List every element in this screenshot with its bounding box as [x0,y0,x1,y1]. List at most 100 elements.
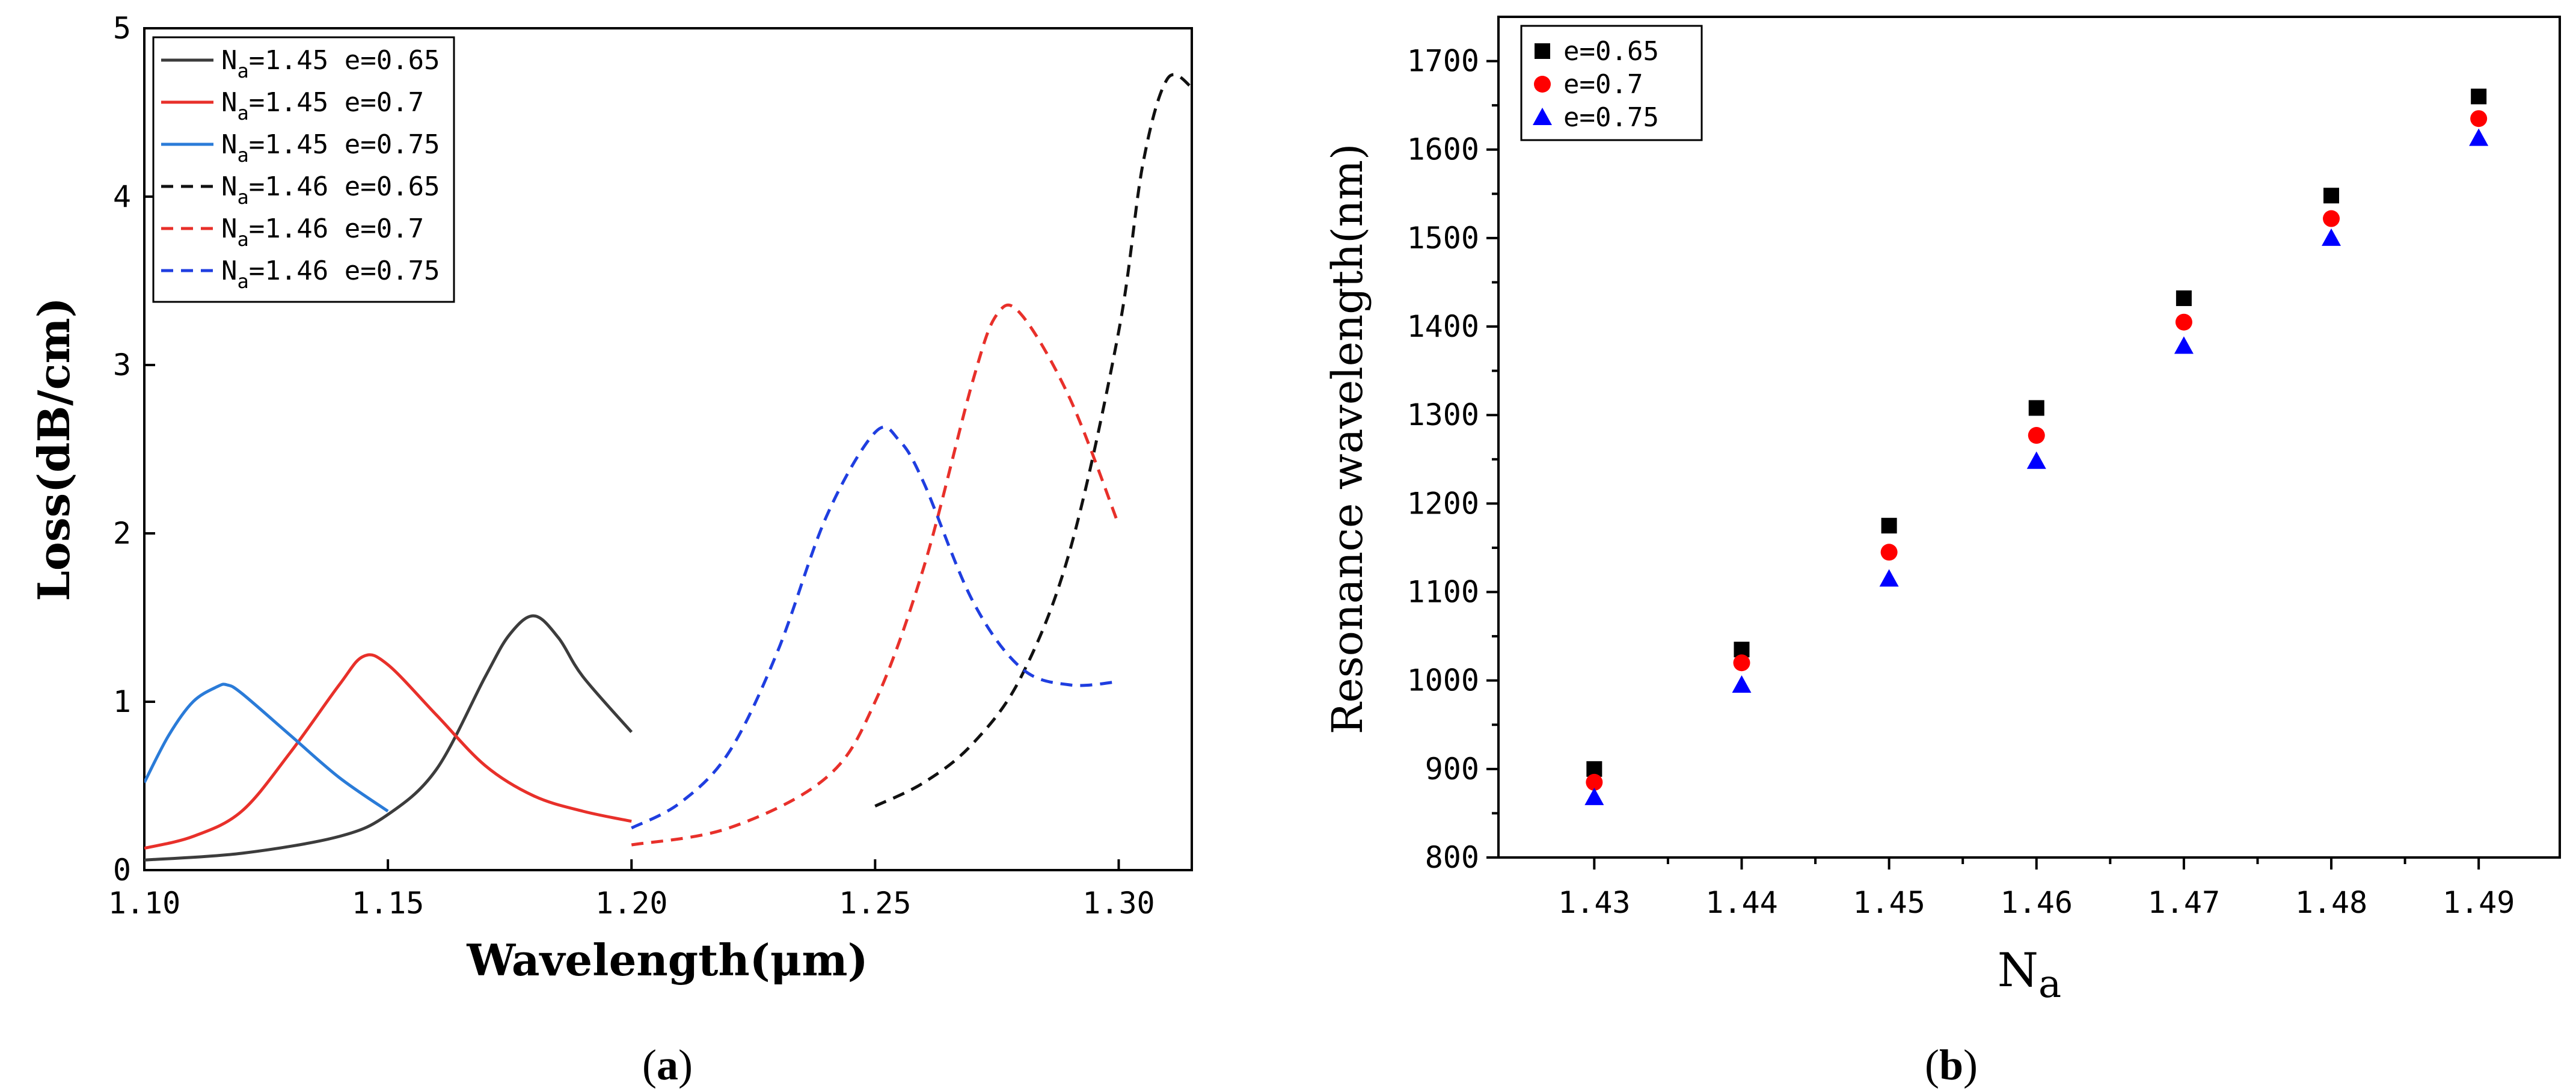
panel-a-legend-label-rest: =1.45 e=0.7 [249,87,424,118]
panel-a-x-ticks: 1.10 1.15 1.20 1.25 1.30 [108,859,1155,921]
panel-a-y-tick-label: 1 [113,684,131,719]
panel-b-point-triangle [2322,228,2341,246]
panel-a-legend-label-main: N [221,213,238,244]
panel-b-x-tick-label: 1.49 [2443,885,2515,920]
panel-a-x-tick-label: 1.10 [108,886,180,921]
panel-a-legend-label-sub: a [238,270,249,293]
panel-b-caption-open: ( [1925,1041,1939,1089]
panel-b-x-tick-label: 1.46 [2001,885,2073,920]
panel-a-x-tick-label: 1.20 [595,886,667,921]
panel-a-series-line-4 [874,73,1192,808]
panel-a-y-tick-label: 4 [113,179,131,214]
panel-b-x-tick-label: 1.45 [1853,885,1925,920]
panel-a-legend-label-rest: =1.45 e=0.75 [249,129,440,160]
panel-b-legend-box [1520,25,1703,141]
panel-b-x-ticks: 1.43 1.44 1.45 1.46 1.47 1.48 1.49 [1558,857,2515,920]
panel-a-legend-label-main: N [221,129,238,160]
panel-b-caption-letter: b [1939,1041,1963,1089]
panel-b-point-square [2323,188,2340,204]
panel-b-y-axis-label: Resonance wavelength(nm) [1323,144,1372,735]
panel-b-x-tick-label: 1.43 [1558,885,1630,920]
panel-b-point-circle [1586,773,1603,791]
panel-b-point-triangle [2174,336,2194,354]
panel-b-caption-close: ) [1963,1041,1978,1089]
panel-b-legend-marker-2 [1534,76,1551,93]
panel-a-y-axis-label: Loss(dB/cm) [28,297,79,601]
panel-a-y-tick-label: 2 [113,516,131,551]
panel-a-legend-label-1: Na=1.45 e=0.65 [221,45,440,82]
panel-b-y-tick-label: 1400 [1407,309,1479,344]
panel-b-x-tick-label: 1.48 [2295,885,2367,920]
panel-b-legend-label-1: e=0.65 [1563,36,1659,67]
panel-b-y-tick-label: 800 [1425,840,1479,875]
panel-a-legend-label-rest: =1.46 e=0.65 [249,171,440,202]
panel-b-legend-items: e=0.65e=0.7e=0.75 [1533,36,1659,133]
panel-b-y-tick-label: 1300 [1407,397,1479,432]
panel-b-y-tick-label: 900 [1425,752,1479,787]
panel-a-legend-label-6: Na=1.46 e=0.75 [221,256,440,293]
panel-b-point-circle [2470,110,2488,127]
panel-b-x-axis-label-main: N [1998,943,2038,998]
panel-b-point-circle [2323,210,2340,227]
panel-a-legend-label-main: N [221,45,238,76]
panel-a-legend-label-main: N [221,171,238,202]
panel-a-legend-label-sub: a [238,102,249,124]
panel-a-legend-label-rest: =1.46 e=0.7 [249,213,424,244]
panel-b-y-tick-label: 1000 [1407,663,1479,698]
panel-b-point-circle [2175,313,2192,331]
panel-a-series-line-1 [144,614,633,862]
panel-b-legend-marker-3 [1533,108,1552,125]
panel-b-point-triangle [1879,569,1899,587]
panel-a-x-tick-label: 1.30 [1082,886,1155,921]
panel-b-x-axis-label: Na [1998,943,2061,1007]
panel-b-legend-label-3: e=0.75 [1563,102,1659,133]
panel-a-y-tick-label: 5 [113,11,131,46]
panel-a-legend-label-sub: a [238,144,249,167]
panel-b-x-tick-label: 1.44 [1705,885,1777,920]
panel-a-x-tick-label: 1.15 [352,886,424,921]
panel-b-legend: e=0.65e=0.7e=0.75 [1520,25,1703,141]
panel-b-x-axis-label-sub: a [2038,962,2061,1007]
panel-b-point-square [1881,518,1897,534]
panel-b-point-square [2176,290,2192,306]
panel-b-y-tick-label: 1200 [1407,486,1479,521]
panel-a-y-tick-label: 3 [113,348,131,382]
panel-a-legend-label-sub: a [238,186,249,209]
panel-a-y-ticks: 0 1 2 3 4 5 [113,11,155,888]
panel-b-point-triangle [2026,451,2046,469]
panel-b-legend-marker-1 [1535,43,1550,59]
panel-a-legend-label-5: Na=1.46 e=0.7 [221,213,424,251]
panel-b-legend-label-2: e=0.7 [1563,69,1643,100]
panel-b-plot-frame [1497,16,2561,859]
panel-b-point-square [2471,88,2487,105]
panel-a-series-line-3 [144,683,389,813]
panel-b-point-triangle [1732,675,1752,693]
panel-b-y-tick-label: 1100 [1407,575,1479,610]
panel-b-resonance-chart: 800 900 1000 1100 1200 1300 1400 1500 1600 1700 1… [1323,16,2561,1089]
panel-b-y-ticks: 800 900 1000 1100 1200 1300 1400 1500 1600 1700 [1407,44,1498,875]
panel-a-legend-label-rest: =1.46 e=0.75 [249,256,440,286]
panel-a-legend-label-main: N [221,256,238,286]
panel-a-legend-label-rest: =1.45 e=0.65 [249,45,440,76]
panel-b-data-points [1584,88,2489,805]
panel-a-legend-label-sub: a [238,228,249,251]
panel-a-series [144,73,1192,862]
panel-a-caption-open: ( [642,1041,657,1089]
panel-a-legend-label-2: Na=1.45 e=0.7 [221,87,424,124]
panel-b-y-tick-label: 1700 [1407,44,1479,79]
panel-b-point-triangle [1584,787,1604,805]
panel-a-legend-label-sub: a [238,60,249,82]
panel-a-legend-box [152,36,455,303]
panel-a-legend-label-3: Na=1.45 e=0.75 [221,129,440,167]
panel-b-point-square [2028,400,2044,416]
panel-b-x-tick-label: 1.47 [2148,885,2220,920]
panel-a-legend-label-4: Na=1.46 e=0.65 [221,171,440,209]
panel-a-caption-close: ) [678,1041,693,1089]
panel-a-caption-letter: a [657,1041,678,1089]
panel-b-point-circle [1733,654,1750,672]
panel-a-x-axis-label: Wavelength(μm) [466,934,868,986]
